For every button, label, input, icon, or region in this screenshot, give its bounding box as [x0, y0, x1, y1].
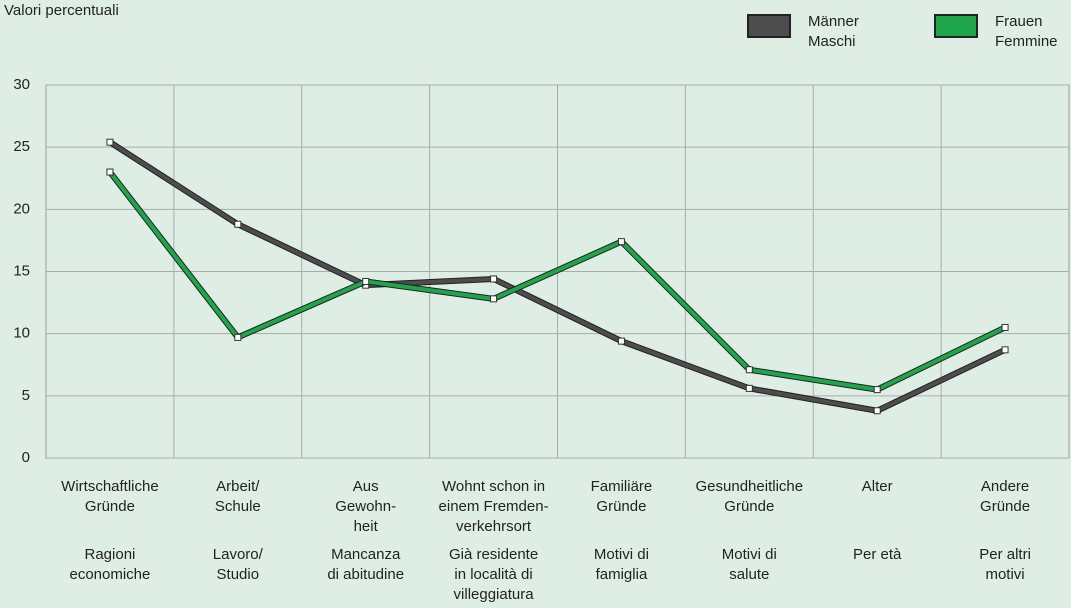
y-tick-label: 25	[13, 138, 30, 155]
series-line	[108, 140, 1006, 413]
y-tick-label: 10	[13, 325, 30, 342]
y-axis-label: Valori percentuali	[4, 2, 119, 19]
point-marker	[490, 275, 498, 283]
x-tick-label-it: Per altri motivi	[979, 546, 1031, 583]
point-marker	[745, 384, 753, 392]
legend-swatch	[934, 14, 978, 38]
y-tick-label: 30	[13, 76, 30, 93]
point-marker	[1001, 323, 1009, 331]
point-marker	[617, 337, 625, 345]
x-tick-label-it: Motivi di salute	[722, 546, 777, 583]
x-tick-label: Andere Gründe	[980, 478, 1030, 515]
y-tick-label: 15	[13, 262, 30, 279]
point-marker	[490, 295, 498, 303]
x-tick-label-it: Lavoro/Studio	[213, 546, 264, 583]
x-tick-label-it: Per età	[853, 546, 902, 563]
y-tick-label: 0	[22, 449, 30, 466]
x-tick-label: Aus Gewohn-heit	[335, 478, 396, 535]
y-tick-label: 5	[22, 387, 30, 404]
point-marker	[362, 277, 370, 285]
x-tick-label: Gesundheitliche Gründe	[696, 478, 804, 515]
point-marker	[745, 366, 753, 374]
point-marker	[873, 386, 881, 394]
point-marker	[106, 168, 114, 176]
point-marker	[1001, 346, 1009, 354]
point-marker	[617, 238, 625, 246]
point-marker	[106, 138, 114, 146]
x-tick-label-it: Già residente in località di villeggiatura	[449, 546, 538, 603]
point-marker	[234, 220, 242, 228]
legend-swatch	[747, 14, 791, 38]
x-tick-label-it: Ragioni economiche	[69, 546, 150, 583]
x-tick-label-it: Mancanza di abitudine	[327, 546, 404, 583]
x-tick-label: Wirtschaftliche Gründe	[61, 478, 159, 515]
series-line	[108, 170, 1006, 392]
y-tick-label: 20	[13, 200, 30, 217]
legend-label: Männer Maschi	[808, 13, 859, 50]
x-tick-label: Wohnt schon in einem Fremden-verkehrsort	[439, 478, 549, 535]
x-tick-label-it: Motivi di famiglia	[594, 546, 649, 583]
x-tick-label: Familiäre Gründe	[591, 478, 653, 515]
legend-label: Frauen Femmine	[995, 13, 1058, 50]
point-marker	[873, 407, 881, 415]
point-marker	[234, 333, 242, 341]
x-tick-label: Alter	[862, 478, 893, 495]
x-tick-label: Arbeit/Schule	[215, 478, 261, 515]
